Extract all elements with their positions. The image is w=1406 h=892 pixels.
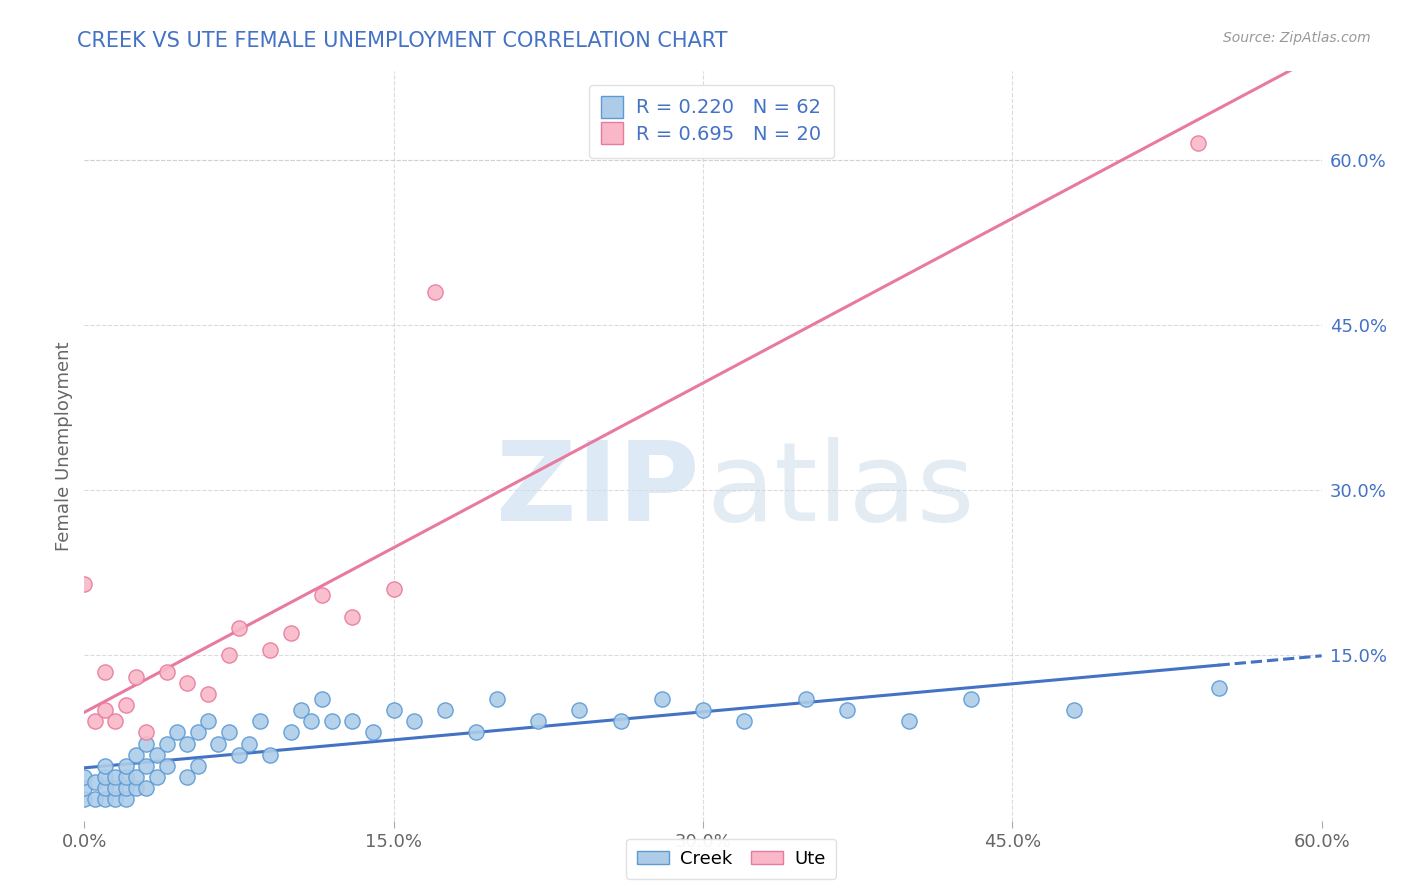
Point xyxy=(898,714,921,729)
Point xyxy=(228,747,250,762)
Point xyxy=(1063,703,1085,717)
Point xyxy=(104,780,127,795)
Point xyxy=(94,758,117,772)
Point xyxy=(382,582,405,597)
Point xyxy=(485,692,508,706)
Point xyxy=(197,714,219,729)
Point xyxy=(651,692,673,706)
Point xyxy=(290,703,312,717)
Point xyxy=(280,725,302,739)
Point xyxy=(465,725,488,739)
Point xyxy=(794,692,817,706)
Point xyxy=(249,714,271,729)
Point xyxy=(311,588,333,602)
Text: CREEK VS UTE FEMALE UNEMPLOYMENT CORRELATION CHART: CREEK VS UTE FEMALE UNEMPLOYMENT CORRELA… xyxy=(77,31,728,51)
Point xyxy=(114,758,136,772)
Point xyxy=(94,791,117,805)
Point xyxy=(125,747,148,762)
Point xyxy=(114,770,136,784)
Point xyxy=(568,703,591,717)
Point xyxy=(207,737,229,751)
Point xyxy=(94,770,117,784)
Point xyxy=(259,747,281,762)
Point xyxy=(321,714,343,729)
Point xyxy=(156,665,179,679)
Text: Source: ZipAtlas.com: Source: ZipAtlas.com xyxy=(1223,31,1371,45)
Point xyxy=(311,692,333,706)
Point xyxy=(104,791,127,805)
Point xyxy=(1187,136,1209,150)
Point xyxy=(135,737,157,751)
Point xyxy=(1208,681,1230,696)
Point xyxy=(83,714,105,729)
Point xyxy=(125,670,148,684)
Point xyxy=(176,770,198,784)
Point xyxy=(156,737,179,751)
Point xyxy=(197,687,219,701)
Point xyxy=(259,643,281,657)
Point xyxy=(145,770,167,784)
Point xyxy=(73,791,96,805)
Point xyxy=(238,737,260,751)
Point xyxy=(280,626,302,640)
Point xyxy=(342,714,364,729)
Point xyxy=(176,737,198,751)
Point xyxy=(361,725,384,739)
Point xyxy=(94,703,117,717)
Point xyxy=(218,648,240,663)
Point xyxy=(166,725,188,739)
Y-axis label: Female Unemployment: Female Unemployment xyxy=(55,342,73,550)
Point xyxy=(73,770,96,784)
Point xyxy=(114,791,136,805)
Point xyxy=(228,621,250,635)
Point xyxy=(187,758,209,772)
Point xyxy=(104,714,127,729)
Point xyxy=(135,758,157,772)
Point xyxy=(114,780,136,795)
Point xyxy=(733,714,755,729)
Point xyxy=(218,725,240,739)
Point xyxy=(114,698,136,712)
Point xyxy=(73,780,96,795)
Point xyxy=(960,692,983,706)
Point xyxy=(135,780,157,795)
Point xyxy=(434,703,457,717)
Point xyxy=(125,780,148,795)
Legend: Creek, Ute: Creek, Ute xyxy=(626,838,837,879)
Legend: R = 0.220   N = 62, R = 0.695   N = 20: R = 0.220 N = 62, R = 0.695 N = 20 xyxy=(589,85,834,158)
Point xyxy=(125,770,148,784)
Point xyxy=(176,676,198,690)
Point xyxy=(83,775,105,789)
Point xyxy=(94,665,117,679)
Point xyxy=(83,791,105,805)
Point xyxy=(837,703,859,717)
Point xyxy=(609,714,631,729)
Point xyxy=(135,725,157,739)
Point xyxy=(342,609,364,624)
Point xyxy=(692,703,714,717)
Point xyxy=(156,758,179,772)
Text: atlas: atlas xyxy=(707,437,976,544)
Point xyxy=(187,725,209,739)
Point xyxy=(104,770,127,784)
Point xyxy=(423,285,446,299)
Point xyxy=(382,703,405,717)
Point xyxy=(73,576,96,591)
Point xyxy=(145,747,167,762)
Point xyxy=(299,714,322,729)
Point xyxy=(94,780,117,795)
Text: ZIP: ZIP xyxy=(496,437,699,544)
Point xyxy=(404,714,426,729)
Point xyxy=(527,714,550,729)
